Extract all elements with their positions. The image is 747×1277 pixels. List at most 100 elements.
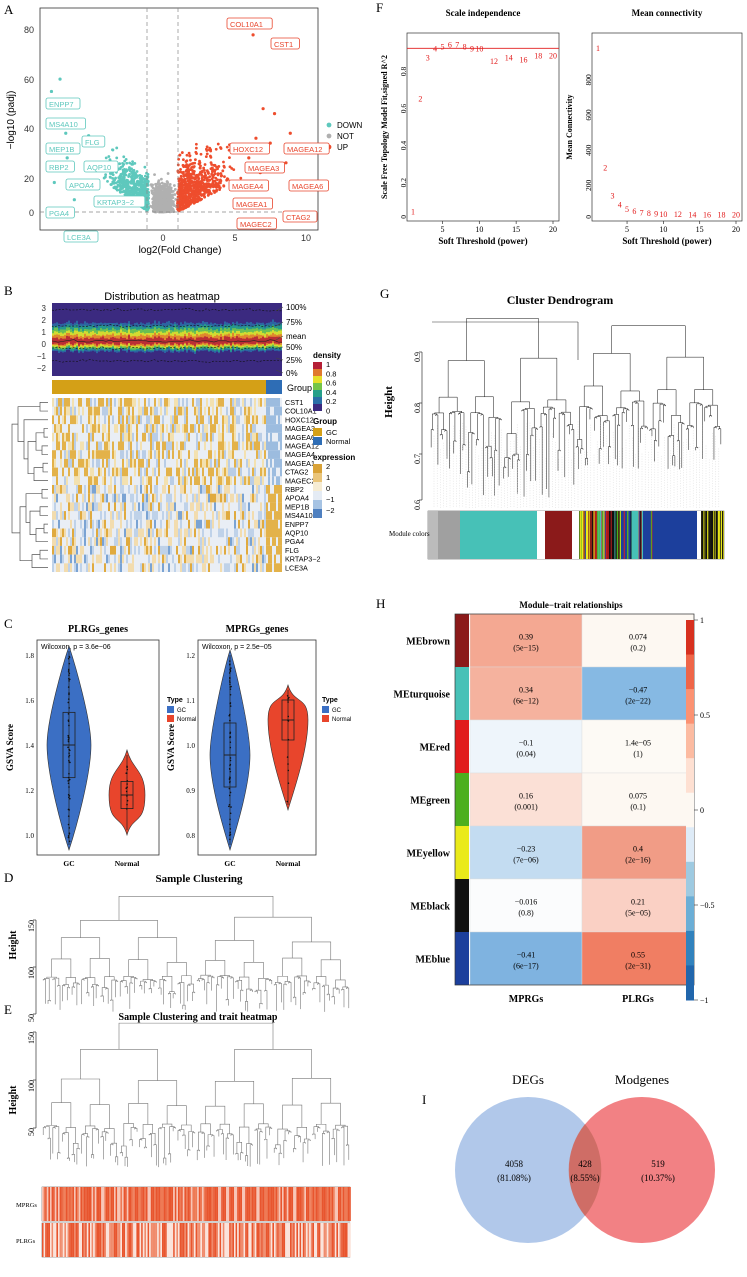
heatmap-cell [266, 502, 268, 511]
heatmap-cell [148, 520, 150, 529]
heatmap-cell [202, 415, 204, 424]
violin-ytick: 1.0 [25, 832, 34, 840]
density-column [206, 337, 208, 343]
density-column [112, 337, 114, 343]
point-up [215, 148, 218, 151]
heatmap-cell [156, 450, 158, 459]
density-column [238, 338, 240, 344]
density-column [174, 337, 176, 343]
heatmap-cell [274, 424, 276, 433]
heatmap-cell [194, 520, 196, 529]
point-down [112, 186, 115, 189]
point-not [151, 183, 154, 186]
heatmap-cell [72, 529, 74, 538]
heatmap-cell [74, 468, 76, 477]
gene-label: COL10A1 [285, 407, 317, 416]
xtick-0: 0 [160, 233, 165, 243]
violin-ytick: 1.2 [25, 787, 34, 795]
heatmap-cell [256, 433, 258, 442]
heatmap-cell [218, 476, 220, 485]
row-dendrogram-branch [44, 428, 48, 437]
trait-cell [85, 1187, 87, 1221]
heatmap-cell [148, 398, 150, 407]
heatmap-cell [280, 468, 282, 477]
heatmap-cell [60, 546, 62, 555]
heatmap-cell [130, 424, 132, 433]
dendrogram-branch [101, 1137, 103, 1160]
axis-tick-label: 150 [27, 920, 36, 932]
dendrogram-branch [201, 975, 211, 978]
density-column [82, 339, 84, 344]
point-up [203, 183, 206, 186]
heatmap-cell [150, 529, 152, 538]
heatmap-cell [280, 563, 282, 572]
heatmap-cell [226, 476, 228, 485]
heatmap-cell [180, 494, 182, 503]
point-down [122, 190, 125, 193]
panel-letter-c: C [4, 616, 13, 631]
heatmap-cell [124, 494, 126, 503]
density-column [202, 338, 204, 343]
point-up [207, 172, 210, 175]
heatmap-cell [270, 502, 272, 511]
heatmap-cell [138, 502, 140, 511]
gene-label: MAGEA4 [285, 450, 315, 459]
dendrogram-branch [167, 962, 186, 976]
heatmap-cell [150, 407, 152, 416]
heatmap-cell [186, 433, 188, 442]
violin-point [68, 827, 70, 829]
heatmap-cell [256, 520, 258, 529]
xtick-5: 5 [232, 233, 237, 243]
heatmap-cell [280, 485, 282, 494]
heatmap-cell [56, 433, 58, 442]
heatmap-cell [64, 546, 66, 555]
heatmap-cell [62, 415, 64, 424]
heatmap-cell [276, 529, 278, 538]
heatmap-cell [72, 398, 74, 407]
heatmap-cell [270, 555, 272, 564]
point-up [179, 200, 182, 203]
heatmap-cell [110, 563, 112, 572]
dendrogram-branch [227, 1134, 232, 1138]
heatmap-cell [154, 511, 156, 520]
dendrogram-branch [106, 989, 108, 1004]
heatmap-cell [182, 563, 184, 572]
heatmap-cell [56, 529, 58, 538]
heatmap-cell [158, 468, 160, 477]
density-tick: 0.2 [326, 397, 336, 406]
heatmap-cell [222, 529, 224, 538]
violin-point [229, 782, 231, 784]
point-up-top [247, 156, 250, 159]
trait-cell [92, 1187, 94, 1221]
heatmap-cell [144, 398, 146, 407]
heatmap-cell [254, 468, 256, 477]
heatmap-cell [108, 468, 110, 477]
heatmap-cell [232, 415, 234, 424]
heatmap-cell [180, 520, 182, 529]
heatmap-cell [180, 555, 182, 564]
gene-label: HOXC12 [285, 415, 314, 424]
heatmap-cell [238, 459, 240, 468]
trait-cell [144, 1187, 146, 1221]
density-tick: 1 [326, 360, 330, 369]
heatmap-cell [120, 442, 122, 451]
point-up [200, 193, 203, 196]
heatmap-cell [266, 563, 268, 572]
heatmap-cell [74, 563, 76, 572]
heatmap-cell [120, 563, 122, 572]
heatmap-cell [64, 450, 66, 459]
dendrogram-branch [283, 1105, 302, 1129]
heatmap-cell [166, 424, 168, 433]
dendrogram-branch [138, 1081, 177, 1106]
dendrogram-branch [245, 1156, 247, 1166]
heatmap-cell [62, 555, 64, 564]
heatmap-cell [54, 424, 56, 433]
heatmap-cell [100, 546, 102, 555]
dendrogram-branch [139, 986, 141, 990]
violin-point [230, 747, 232, 749]
heatmap-cell [202, 563, 204, 572]
heatmap-cell [186, 555, 188, 564]
heatmap-cell [136, 520, 138, 529]
heatmap-cell [216, 398, 218, 407]
heatmap-cell [254, 459, 256, 468]
